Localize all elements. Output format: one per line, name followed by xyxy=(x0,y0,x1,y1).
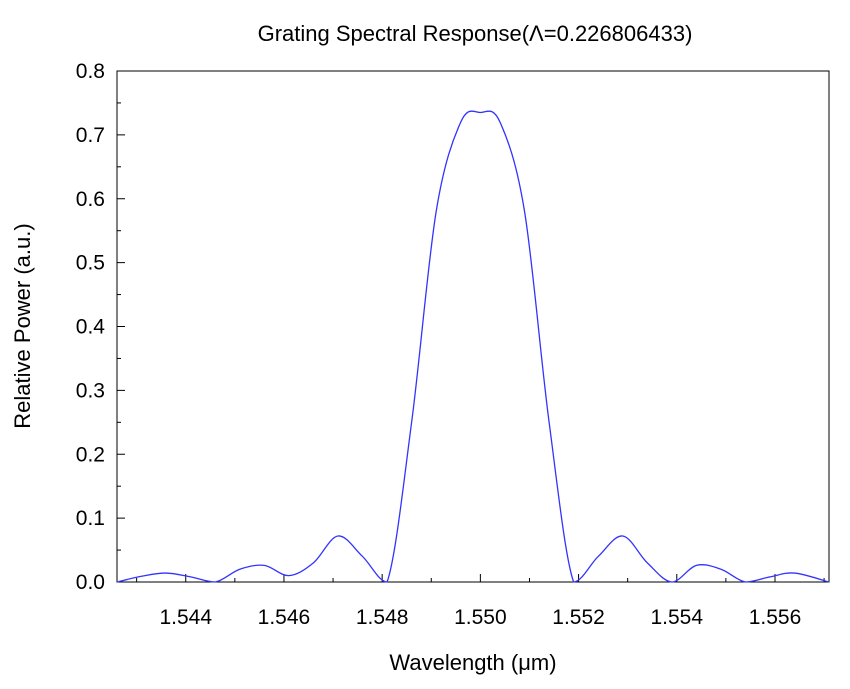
y-tick-label: 0.6 xyxy=(76,188,105,211)
x-tick-label: 1.552 xyxy=(552,606,605,629)
y-tick-label: 0.1 xyxy=(76,507,105,530)
series-line xyxy=(116,110,830,583)
y-tick-label: 0.4 xyxy=(76,316,106,339)
y-axis-label: Relative Power (a.u.) xyxy=(10,223,35,428)
x-tick-label: 1.550 xyxy=(454,606,507,629)
x-tick-label: 1.554 xyxy=(650,606,703,629)
x-axis: 1.544 1.546 1.548 1.550 1.552 1.554 1.556 xyxy=(136,574,825,629)
chart-title: Grating Spectral Response(Λ=0.226806433) xyxy=(258,21,693,46)
y-tick-label: 0.3 xyxy=(76,379,105,402)
x-tick-label: 1.544 xyxy=(159,606,212,629)
x-axis-label: Wavelength (μm) xyxy=(389,650,556,675)
y-tick-label: 0.5 xyxy=(76,252,105,275)
x-tick-label: 1.548 xyxy=(356,606,409,629)
x-tick-label: 1.546 xyxy=(258,606,311,629)
y-axis: 0.0 0.1 0.2 0.3 0.4 0.5 0.6 0.7 0.8 xyxy=(76,60,125,594)
y-tick-label: 0.0 xyxy=(76,571,105,594)
series-group xyxy=(116,110,830,583)
x-tick-label: 1.556 xyxy=(749,606,802,629)
y-tick-label: 0.7 xyxy=(76,124,105,147)
plot-frame xyxy=(116,70,830,583)
y-tick-label: 0.8 xyxy=(76,60,105,83)
y-tick-label: 0.2 xyxy=(76,443,105,466)
